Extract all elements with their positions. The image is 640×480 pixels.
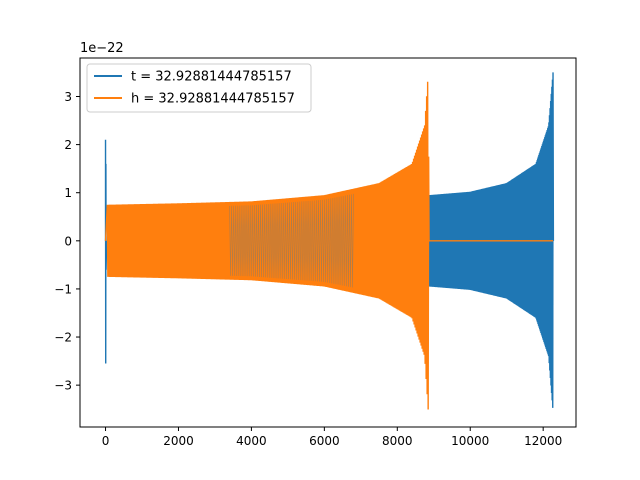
y-tick-label: 3 bbox=[64, 90, 72, 104]
legend: t = 32.92881444785157 h = 32.92881444785… bbox=[86, 63, 312, 113]
y-tick-label: 2 bbox=[64, 138, 72, 152]
y-tick-label: −2 bbox=[54, 331, 72, 345]
x-axis: 0 2000 4000 6000 8000 10000 12000 bbox=[102, 427, 562, 448]
x-tick-label: 0 bbox=[102, 434, 110, 448]
y-tick-label: 1 bbox=[64, 186, 72, 200]
x-tick-label: 4000 bbox=[236, 434, 267, 448]
y-axis: −3 −2 −1 0 1 2 3 bbox=[54, 90, 80, 393]
series-line-h bbox=[104, 81, 554, 410]
x-tick-label: 2000 bbox=[163, 434, 194, 448]
x-tick-label: 8000 bbox=[382, 434, 413, 448]
y-offset-label: 1e−22 bbox=[80, 41, 124, 56]
legend-label-t: t = 32.92881444785157 bbox=[131, 70, 292, 85]
plot-frame bbox=[79, 57, 577, 428]
x-tick-label: 6000 bbox=[309, 434, 340, 448]
series-line-t bbox=[104, 72, 555, 408]
x-tick-label: 10000 bbox=[451, 434, 489, 448]
legend-label-h: h = 32.92881444785157 bbox=[131, 92, 295, 107]
series-line-t-overlap bbox=[229, 193, 354, 288]
legend-box bbox=[86, 63, 312, 113]
y-tick-label: −3 bbox=[54, 379, 72, 393]
x-tick-label: 12000 bbox=[524, 434, 562, 448]
y-tick-label: 0 bbox=[64, 234, 72, 248]
series-layer bbox=[104, 72, 555, 410]
y-tick-label: −1 bbox=[54, 282, 72, 296]
